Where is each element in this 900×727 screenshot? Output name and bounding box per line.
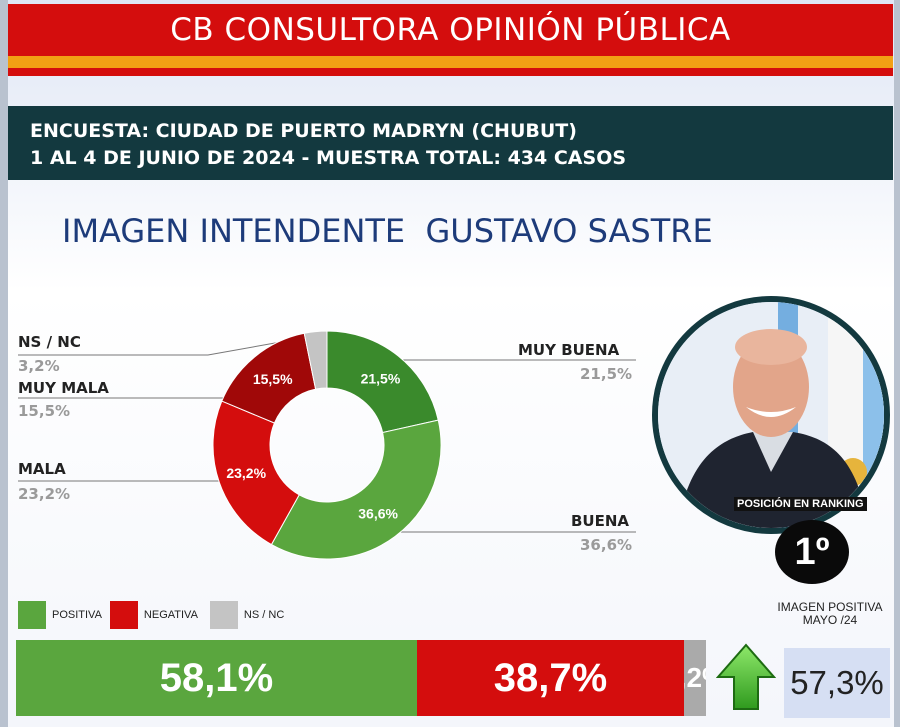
legend-swatch-negativa [109,601,138,629]
mayo-value: 57,3% [784,648,890,718]
header-title: CB CONSULTORA OPINIÓN PÚBLICA [8,4,893,56]
donut-slice-ns-nc [303,330,328,390]
mayo-label: IMAGEN POSITIVA MAYO /24 [777,600,883,627]
survey-line-1: ENCUESTA: CIUDAD DE PUERTO MADRYN (CHUBU… [30,120,577,142]
bar-segment-positiva: 58,1% [16,640,417,716]
donut-data-label-muy-mala: 15,5% [253,371,293,387]
person-photo-graphic [658,302,884,528]
donut-slice-buena [270,419,442,560]
pie-value-mala: 23,2% [18,485,71,503]
bar-legend: POSITIVA NEGATIVA NS / NC [18,600,284,630]
donut-slice-mala [212,400,300,546]
person-photo [652,296,890,534]
bar-label-ns-nc: 3,2% [684,662,706,693]
survey-banner: ENCUESTA: CIUDAD DE PUERTO MADRYN (CHUBU… [8,106,893,180]
header-stripe-red [8,68,893,76]
up-arrow-icon [716,643,776,710]
right-border [894,0,900,727]
legend-label-negativa: NEGATIVA [143,609,198,621]
bar-segment-ns-nc: 3,2% [684,640,706,716]
title-part-1: IMAGEN INTENDENTE [62,212,406,250]
bar-label-positiva: 58,1% [159,655,274,700]
donut-data-label-buena: 36,6% [358,506,398,522]
ranking-badge: 1º [775,520,849,584]
ranking-caption: POSICIÓN EN RANKING [734,497,867,511]
survey-line-2: 1 AL 4 DE JUNIO DE 2024 - MUESTRA TOTAL:… [30,147,627,169]
legend-swatch-nsnc [209,601,238,629]
pie-label-mala: MALA [18,460,66,478]
title-part-2: GUSTAVO SASTRE [425,212,713,250]
chart-title: IMAGEN INTENDENTE GUSTAVO SASTRE [62,212,713,250]
donut-data-label-muy-buena: 21,5% [361,370,401,386]
left-border [0,0,8,727]
legend-label-positiva: POSITIVA [52,609,102,621]
legend-swatch-positiva [18,601,46,629]
donut-slice-muy-buena [326,330,439,434]
bar-label-negativa: 38,7% [493,655,608,700]
pie-value-muy-buena: 21,5% [580,365,633,383]
pie-value-muy-mala: 15,5% [18,402,71,420]
pie-label-nsnc: NS / NC [18,333,81,351]
header-stripe [8,56,893,68]
pie-label-buena: BUENA [571,512,630,530]
legend-label-nsnc: NS / NC [243,609,285,621]
pie-value-buena: 36,6% [580,536,633,554]
pie-label-muy-mala: MUY MALA [18,379,109,397]
bar-segment-negativa: 38,7% [417,640,684,716]
donut-data-label-mala: 23,2% [226,465,266,481]
pie-label-muy-buena: MUY BUENA [518,341,620,359]
pie-value-nsnc: 3,2% [18,357,60,375]
